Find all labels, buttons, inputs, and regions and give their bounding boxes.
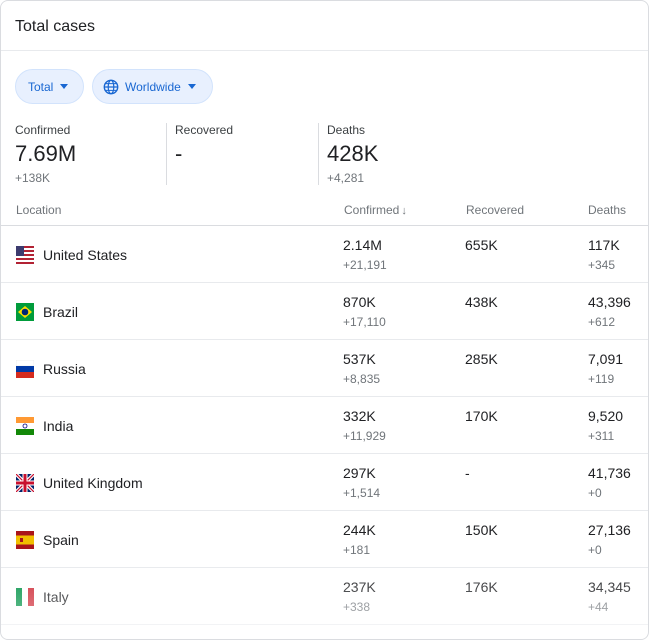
table-row[interactable]: Russia 537K +8,835 285K 7,091 +119 xyxy=(1,340,648,397)
deaths-delta: +0 xyxy=(588,486,602,500)
italy-flag-icon xyxy=(16,588,34,606)
deaths-stat: Deaths 428K +4,281 xyxy=(327,123,378,185)
confirmed-stat: Confirmed 7.69M +138K xyxy=(15,123,76,185)
country-name: Brazil xyxy=(43,304,79,320)
caret-down-icon xyxy=(187,84,196,89)
table-row[interactable]: Italy 237K +338 176K 34,345 +44 xyxy=(1,568,648,625)
confirmed-delta: +338 xyxy=(343,600,371,614)
recovered-stat: Recovered - xyxy=(175,123,233,171)
region-filter-dropdown[interactable]: Worldwide xyxy=(92,69,213,104)
table-header: Location Confirmed ↓ Recovered Deaths xyxy=(1,203,648,226)
stat-delta: +4,281 xyxy=(327,171,365,185)
deaths-value: 7,091 xyxy=(588,351,624,367)
deaths-value: 41,736 xyxy=(588,465,631,481)
table-row[interactable]: Spain 244K +181 150K 27,136 +0 xyxy=(1,511,648,568)
confirmed-delta: +181 xyxy=(343,543,371,557)
confirmed-delta: +1,514 xyxy=(343,486,381,500)
us-flag-icon xyxy=(16,246,34,264)
confirmed-delta: +11,929 xyxy=(343,429,386,443)
confirmed-delta: +17,110 xyxy=(343,315,386,329)
confirmed-delta: +8,835 xyxy=(343,372,381,386)
stat-value: 428K xyxy=(327,141,379,166)
card-title: Total cases xyxy=(15,18,96,35)
table-row[interactable]: United States 2.14M +21,191 655K 117K +3… xyxy=(1,226,648,283)
sort-down-icon: ↓ xyxy=(401,205,407,217)
region-filter-label: Worldwide xyxy=(125,79,181,94)
country-name: Spain xyxy=(43,532,79,548)
country-name: United Kingdom xyxy=(43,475,143,491)
recovered-value: 655K xyxy=(465,237,498,253)
recovered-value: 285K xyxy=(465,351,498,367)
stat-label: Recovered xyxy=(175,123,234,137)
total-filter-label: Total xyxy=(28,79,54,94)
total-filter-dropdown[interactable]: Total xyxy=(15,69,84,104)
confirmed-value: 870K xyxy=(343,294,376,310)
deaths-delta: +345 xyxy=(588,258,616,272)
deaths-delta: +44 xyxy=(588,600,609,614)
confirmed-value: 237K xyxy=(343,579,376,595)
confirmed-value: 537K xyxy=(343,351,376,367)
country-name: Italy xyxy=(43,589,69,605)
deaths-value: 117K xyxy=(588,237,620,253)
confirmed-delta: +21,191 xyxy=(343,258,387,272)
country-name: Russia xyxy=(43,361,86,377)
russia-flag-icon xyxy=(16,360,34,378)
table-row[interactable]: Brazil 870K +17,110 438K 43,396 +612 xyxy=(1,283,648,340)
confirmed-value: 2.14M xyxy=(343,237,382,253)
deaths-delta: +311 xyxy=(588,429,615,443)
deaths-value: 43,396 xyxy=(588,294,631,310)
confirmed-value: 244K xyxy=(343,522,376,538)
uk-flag-icon xyxy=(16,474,34,492)
recovered-value: 150K xyxy=(465,522,498,538)
brazil-flag-icon xyxy=(16,303,34,321)
recovered-column-header[interactable]: Recovered xyxy=(466,203,525,217)
deaths-delta: +119 xyxy=(588,372,615,386)
country-name: India xyxy=(43,418,74,434)
country-name: United States xyxy=(43,247,128,263)
deaths-delta: +612 xyxy=(588,315,616,329)
recovered-value: 176K xyxy=(465,579,498,595)
deaths-delta: +0 xyxy=(588,543,602,557)
stat-label: Confirmed xyxy=(15,123,71,137)
table-row[interactable]: India 332K +11,929 170K 9,520 +311 xyxy=(1,397,648,454)
deaths-value: 27,136 xyxy=(588,522,631,538)
stat-value: - xyxy=(175,141,183,166)
spain-flag-icon xyxy=(16,531,34,549)
stat-label: Deaths xyxy=(327,123,366,137)
stat-delta: +138K xyxy=(15,171,51,185)
deaths-value: 34,345 xyxy=(588,579,631,595)
globe-icon xyxy=(103,79,119,94)
deaths-value: 9,520 xyxy=(588,408,624,424)
stat-divider xyxy=(318,123,319,185)
confirmed-header-label: Confirmed xyxy=(344,203,400,217)
recovered-value: 438K xyxy=(465,294,498,310)
recovered-value: 170K xyxy=(465,408,498,424)
location-column-header: Location xyxy=(16,203,62,217)
caret-down-icon xyxy=(60,84,69,89)
table-row[interactable]: United Kingdom 297K +1,514 - 41,736 +0 xyxy=(1,454,648,511)
recovered-value: - xyxy=(465,465,470,481)
deaths-column-header[interactable]: Deaths xyxy=(588,203,627,217)
confirmed-value: 297K xyxy=(343,465,376,481)
card-header: Total cases xyxy=(1,1,648,51)
stat-value: 7.69M xyxy=(15,141,77,166)
confirmed-value: 332K xyxy=(343,408,376,424)
confirmed-column-header[interactable]: Confirmed ↓ xyxy=(344,203,407,217)
india-flag-icon xyxy=(16,417,34,435)
stat-divider xyxy=(166,123,167,185)
